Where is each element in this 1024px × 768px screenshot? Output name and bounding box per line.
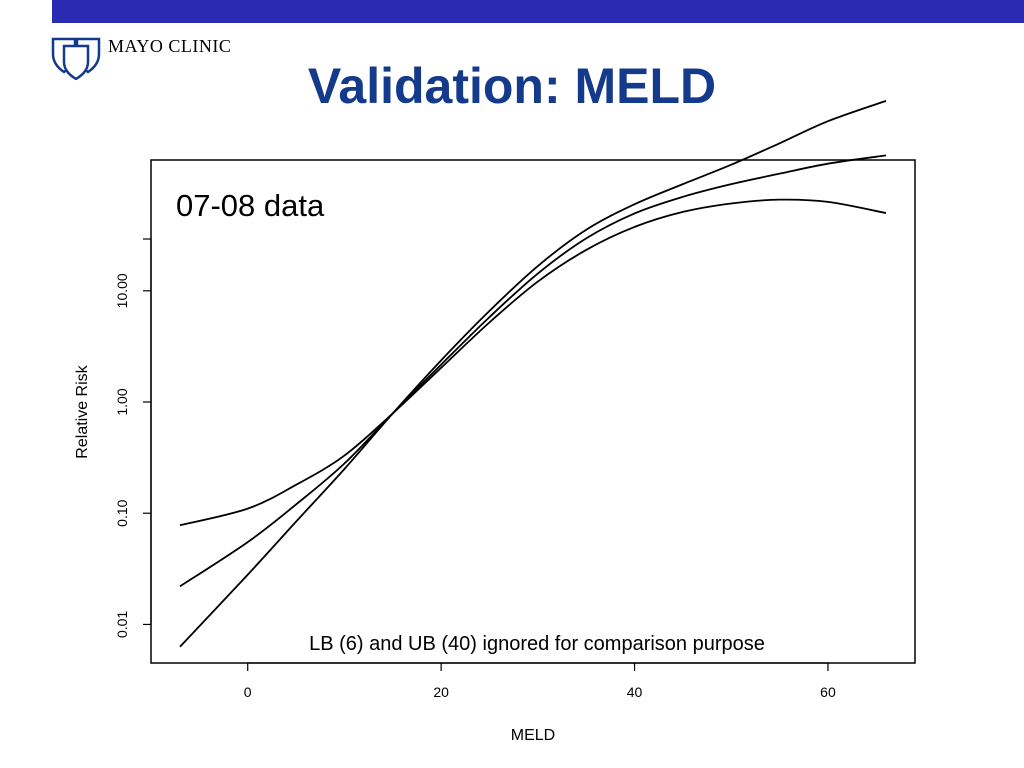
series-line xyxy=(179,100,887,648)
series-line xyxy=(179,198,887,527)
mayo-shield-icon xyxy=(51,37,101,81)
x-axis-label: MELD xyxy=(511,727,555,744)
series-layer xyxy=(179,100,887,648)
y-axis-label: Relative Risk xyxy=(74,364,91,458)
y-tick-label: 0.10 xyxy=(114,499,130,526)
x-axis: 0 20 40 60 xyxy=(244,662,836,700)
x-tick-label: 20 xyxy=(433,684,449,700)
series-line xyxy=(179,154,887,588)
header-bar xyxy=(52,0,1024,23)
chart-annotation: 07-08 data xyxy=(176,188,325,223)
mayo-clinic-logo: MAYO CLINIC xyxy=(50,34,260,82)
slide-title: Validation: MELD xyxy=(307,58,717,114)
x-tick-label: 60 xyxy=(820,684,836,700)
y-tick-label: 10.00 xyxy=(114,273,130,308)
x-tick-label: 40 xyxy=(627,684,643,700)
y-tick-label: 0.01 xyxy=(114,611,130,638)
plot-frame xyxy=(150,159,916,664)
logo-text: MAYO CLINIC xyxy=(108,36,232,56)
y-tick-label: 1.00 xyxy=(114,388,130,415)
y-axis: 0.01 0.10 1.00 10.00 xyxy=(114,238,152,638)
x-tick-label: 0 xyxy=(244,684,252,700)
chart-footnote: LB (6) and UB (40) ignored for compariso… xyxy=(309,633,765,655)
